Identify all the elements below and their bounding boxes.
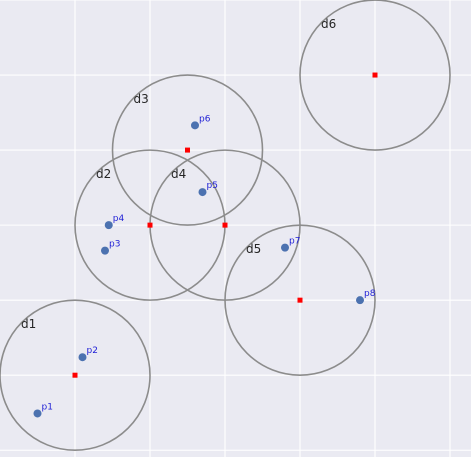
point-label-p7: p7 — [289, 237, 300, 247]
data-points — [33, 121, 364, 418]
point-p1 — [33, 409, 42, 418]
disk-circle-d1 — [0, 299, 151, 451]
disk-label-d4: d4 — [171, 167, 186, 181]
point-p2 — [78, 353, 87, 362]
disk-center-d4 — [222, 222, 228, 228]
disk-circle-d3 — [111, 74, 264, 226]
disk-center-d3 — [185, 147, 190, 153]
disk-label-d1: d1 — [21, 317, 36, 331]
point-label-p8: p8 — [364, 289, 376, 299]
disk-centers — [72, 72, 378, 378]
point-label-p1: p1 — [42, 402, 53, 412]
labels: d1 d2 d3 d4 d5 d6 p1 p2 p3 p4 p5 p6 p7 p8 — [21, 17, 376, 412]
point-p6 — [191, 121, 199, 130]
disk-center-d2 — [147, 222, 153, 228]
disk-label-d5: d5 — [246, 242, 261, 256]
point-p5 — [198, 188, 207, 197]
disk-center-d6 — [372, 72, 378, 78]
disk-center-d5 — [297, 297, 303, 303]
disk-label-d3: d3 — [134, 92, 149, 106]
point-label-p3: p3 — [109, 240, 120, 250]
point-label-p4: p4 — [113, 214, 125, 224]
disk-circle-d5 — [224, 224, 376, 376]
point-p4 — [104, 221, 113, 230]
disk-center-d1 — [72, 372, 78, 378]
point-label-p5: p5 — [207, 181, 218, 191]
point-p8 — [356, 296, 364, 305]
point-label-p2: p2 — [87, 346, 98, 356]
disk-label-d2: d2 — [96, 167, 111, 181]
disk-label-d6: d6 — [321, 17, 336, 31]
point-p7 — [281, 243, 289, 252]
point-p3 — [101, 246, 109, 255]
disk-circle-d6 — [299, 0, 451, 151]
point-label-p6: p6 — [199, 114, 211, 124]
